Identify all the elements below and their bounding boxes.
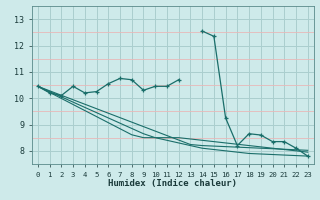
X-axis label: Humidex (Indice chaleur): Humidex (Indice chaleur): [108, 179, 237, 188]
